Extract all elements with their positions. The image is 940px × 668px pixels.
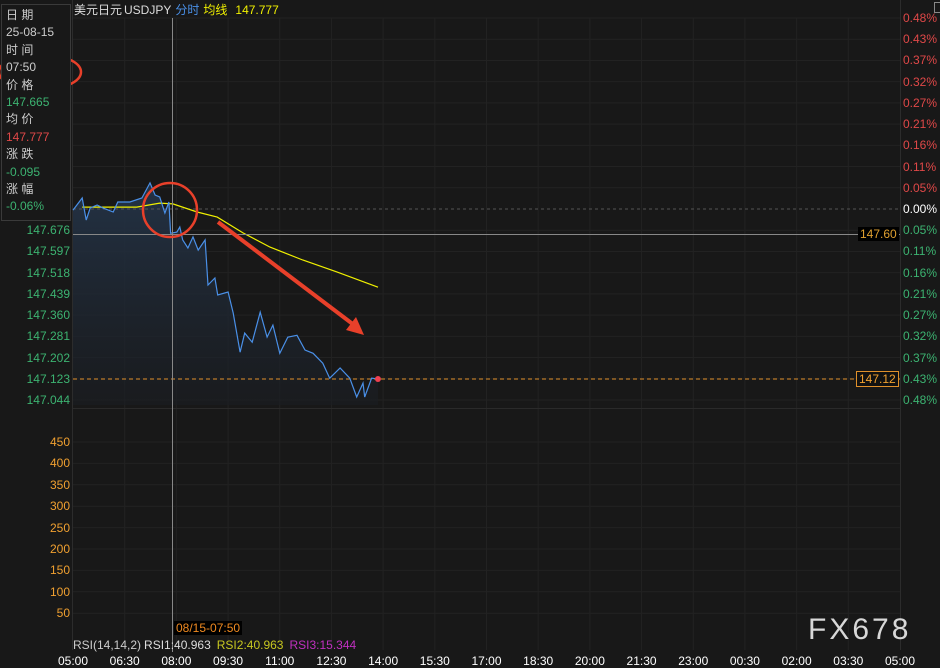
window-corner-icon[interactable] bbox=[934, 2, 940, 13]
rsi-tick-label: 350 bbox=[49, 477, 70, 492]
crosshair-price-label: 147.60 bbox=[858, 227, 899, 241]
annotation-arrow-shaft bbox=[216, 220, 356, 327]
tooltip-avg-label: 均 价 bbox=[6, 112, 34, 127]
price-area-fill bbox=[73, 182, 378, 405]
pct-tick-label: 0.48% bbox=[903, 393, 938, 407]
avg-value: 147.777 bbox=[235, 3, 279, 17]
rsi-name: RSI(14,14,2) bbox=[73, 638, 142, 652]
tooltip-time: 07:50 bbox=[6, 60, 37, 75]
pct-tick-label: 0.21% bbox=[903, 117, 938, 132]
price-tick-label: 147.676 bbox=[26, 223, 70, 238]
annotation-arrow-head bbox=[346, 317, 364, 335]
time-tick-label: 02:00 bbox=[781, 654, 812, 668]
time-tick-label: 00:30 bbox=[729, 654, 760, 668]
last-price-marker bbox=[374, 376, 381, 383]
pct-tick-label: 0.32% bbox=[903, 329, 938, 344]
pct-tick-label: 0.21% bbox=[903, 286, 938, 301]
rsi-tick-label: 150 bbox=[49, 563, 70, 578]
chart-title: 美元日元 USDJPY 分时 均线 147.777 bbox=[74, 1, 283, 18]
tooltip-price-label: 价 格 bbox=[6, 77, 34, 92]
tooltip-change-label: 涨 跌 bbox=[6, 147, 34, 162]
price-tick-label: 147.439 bbox=[26, 286, 70, 301]
rsi-tick-label: 300 bbox=[49, 499, 70, 514]
pct-tick-label: 0.00% bbox=[903, 202, 938, 216]
time-tick-label: 17:00 bbox=[471, 654, 502, 668]
time-tick-label: 09:30 bbox=[213, 654, 244, 668]
time-tick-label: 14:00 bbox=[368, 654, 399, 668]
mode-label[interactable]: 分时 bbox=[175, 3, 200, 17]
pct-tick-label: 0.16% bbox=[903, 138, 938, 153]
price-tick-label: 147.360 bbox=[26, 308, 70, 323]
time-tick-label: 11:00 bbox=[265, 654, 295, 668]
tooltip-avg: 147.777 bbox=[6, 129, 50, 144]
tooltip-date: 25-08-15 bbox=[6, 25, 55, 40]
rsi3-value: RSI3:15.344 bbox=[289, 638, 357, 652]
time-tick-label: 08:00 bbox=[161, 654, 192, 668]
price-tick-label: 147.597 bbox=[26, 244, 70, 259]
tooltip-price: 147.665 bbox=[6, 94, 50, 109]
price-tick-label: 147.518 bbox=[26, 265, 70, 280]
time-tick-label: 23:00 bbox=[678, 654, 709, 668]
rsi-tick-label: 450 bbox=[49, 435, 70, 449]
time-tick-label: 03:30 bbox=[833, 654, 864, 668]
time-tick-label: 05:00 bbox=[57, 654, 89, 668]
price-tick-label: 147.281 bbox=[26, 329, 70, 344]
rsi-tick-label: 50 bbox=[56, 606, 70, 621]
pct-tick-label: 0.11% bbox=[903, 244, 937, 259]
time-tick-label: 15:30 bbox=[419, 654, 450, 668]
pct-tick-label: 0.43% bbox=[903, 32, 938, 47]
watermark-logo: FX678 bbox=[808, 613, 912, 646]
avg-price-line bbox=[82, 202, 379, 288]
pct-tick-label: 0.37% bbox=[903, 350, 938, 365]
pct-tick-label: 0.27% bbox=[903, 308, 938, 323]
pct-tick-label: 0.48% bbox=[903, 11, 938, 25]
pct-tick-label: 0.11% bbox=[903, 159, 937, 174]
time-tick-label: 21:30 bbox=[626, 654, 657, 668]
time-tick-label: 18:30 bbox=[523, 654, 554, 668]
pct-tick-label: 0.27% bbox=[903, 95, 938, 110]
tooltip-change: -0.095 bbox=[6, 164, 41, 179]
avg-label: 均线 bbox=[203, 3, 228, 17]
time-tick-label: 06:30 bbox=[109, 654, 140, 668]
tooltip-pct: -0.06% bbox=[6, 199, 45, 214]
rsi-tick-label: 200 bbox=[49, 542, 70, 556]
rsi2-value: RSI2:40.963 bbox=[216, 638, 284, 652]
grid bbox=[73, 17, 900, 650]
price-tick-label: 147.044 bbox=[26, 393, 70, 407]
pct-tick-label: 0.37% bbox=[903, 53, 938, 68]
rsi-tick-label: 100 bbox=[49, 584, 70, 599]
pct-tick-label: 0.05% bbox=[903, 223, 938, 238]
price-line bbox=[72, 181, 379, 399]
tooltip-pct-label: 涨 幅 bbox=[6, 181, 34, 196]
rsi1-value: RSI1:40.963 bbox=[144, 638, 211, 652]
annotation-circle-drop bbox=[141, 181, 199, 239]
price-tick-label: 147.202 bbox=[26, 350, 70, 365]
crosshair-time-label: 08/15-07:50 bbox=[174, 621, 243, 635]
current-price-label: 147.12 bbox=[856, 371, 899, 387]
pct-tick-label: 0.32% bbox=[903, 74, 938, 89]
time-tick-label: 20:00 bbox=[574, 654, 605, 668]
pct-tick-label: 0.43% bbox=[903, 371, 938, 386]
rsi-tick-label: 250 bbox=[49, 520, 70, 535]
pct-tick-label: 0.05% bbox=[903, 180, 938, 195]
instrument-name: 美元日元 bbox=[74, 3, 123, 17]
instrument-symbol: USDJPY bbox=[124, 3, 172, 17]
crosshair-tooltip: 日 期 25-08-15 时 间 07:50 价 格 147.665 均 价 1… bbox=[1, 4, 71, 221]
tooltip-date-label: 日 期 bbox=[6, 8, 34, 22]
time-tick-label: 12:30 bbox=[316, 654, 347, 668]
tooltip-time-label: 时 间 bbox=[6, 42, 34, 57]
time-tick-label: 05:00 bbox=[884, 654, 916, 668]
rsi-tick-label: 400 bbox=[49, 456, 70, 471]
rsi-legend: RSI(14,14,2) RSI1:40.963 RSI2:40.963 RSI3:1… bbox=[73, 638, 362, 652]
price-tick-label: 147.123 bbox=[26, 371, 70, 386]
pct-tick-label: 0.16% bbox=[903, 265, 938, 280]
